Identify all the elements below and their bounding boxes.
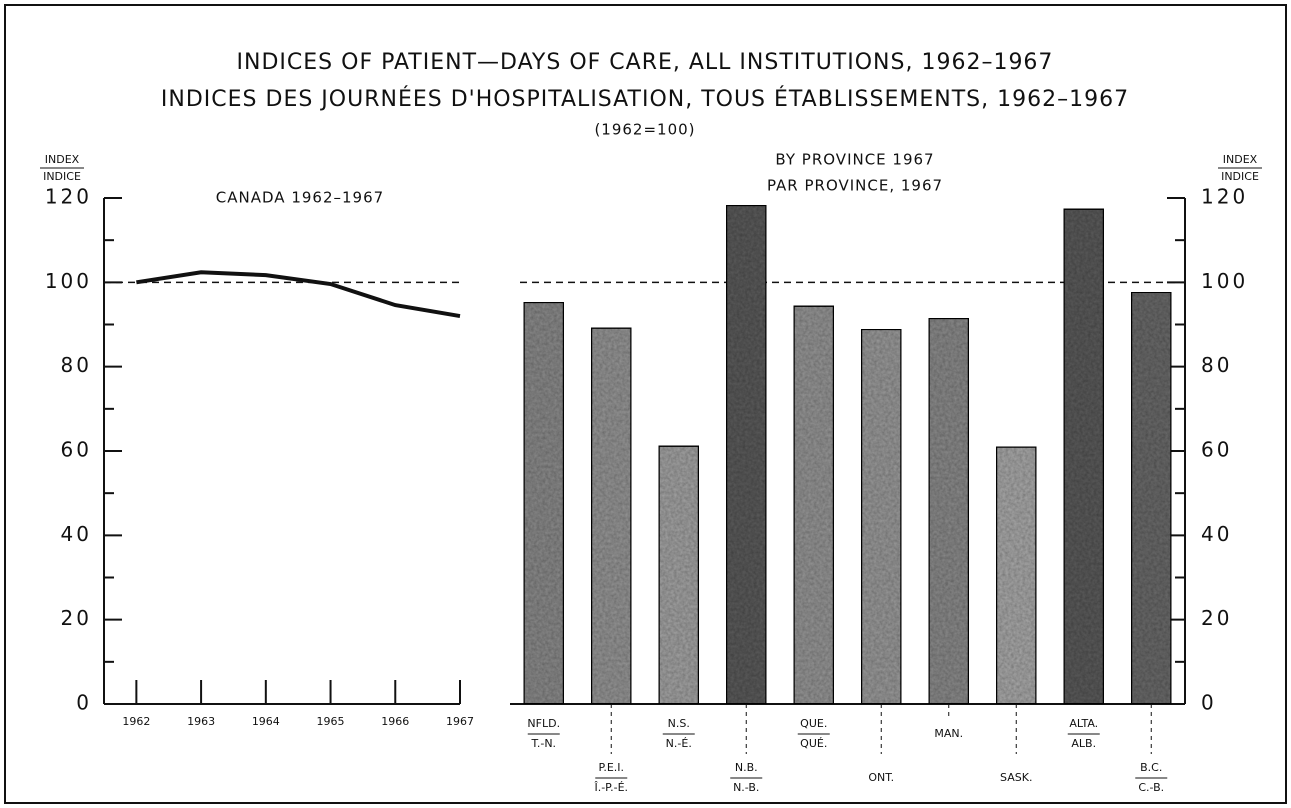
- x-category-label: N.-É.: [666, 737, 692, 750]
- x-category-label: N.S.: [668, 717, 690, 730]
- y-label: INDEX: [45, 153, 80, 166]
- bar: [1130, 291, 1173, 705]
- x-category-label: QUE.: [800, 717, 827, 730]
- x-tick-label: 1962: [122, 715, 150, 728]
- x-category-label: ALB.: [1071, 737, 1096, 750]
- y-label: INDEX: [1223, 153, 1258, 166]
- x-category-label: B.C.: [1140, 761, 1162, 774]
- x-category-label: C.-B.: [1138, 781, 1164, 794]
- y-tick-label: 100: [45, 269, 92, 293]
- bar: [995, 445, 1038, 705]
- x-category-label: ONT.: [868, 771, 894, 784]
- x-category-label: N.-B.: [733, 781, 759, 794]
- y-label: INDICE: [1221, 170, 1259, 183]
- x-tick-label: 1966: [381, 715, 409, 728]
- title-fr: INDICES DES JOURNÉES D'HOSPITALISATION, …: [161, 86, 1129, 112]
- x-category-label: SASK.: [1000, 771, 1032, 784]
- x-tick-label: 1965: [317, 715, 345, 728]
- y-tick-label: 60: [1201, 438, 1232, 462]
- x-category-label: P.E.I.: [598, 761, 624, 774]
- y-tick-label: 20: [1201, 606, 1232, 630]
- title-en: INDICES OF PATIENT—DAYS OF CARE, ALL INS…: [237, 50, 1054, 75]
- subchart-title: PAR PROVINCE, 1967: [767, 177, 943, 195]
- line-series: [136, 270, 461, 319]
- bar: [860, 328, 903, 705]
- y-label: INDICE: [43, 170, 81, 183]
- bar: [657, 444, 700, 705]
- bar: [522, 301, 565, 705]
- x-tick-label: 1964: [252, 715, 280, 728]
- base-note: (1962=100): [594, 121, 695, 139]
- y-tick-label: 40: [1201, 522, 1232, 546]
- x-category-label: QUÉ.: [800, 737, 827, 750]
- x-category-label: NFLD.: [527, 717, 560, 730]
- y-tick-label: 120: [45, 185, 92, 209]
- x-category-label: MAN.: [934, 727, 963, 740]
- y-tick-label: 0: [76, 691, 92, 715]
- x-tick-label: 1967: [446, 715, 474, 728]
- y-tick-label: 80: [1201, 353, 1232, 377]
- y-tick-label: 60: [61, 438, 92, 462]
- frame: [4, 4, 1287, 804]
- bar: [792, 304, 835, 705]
- y-tick-label: 100: [1201, 269, 1248, 293]
- bar: [590, 326, 633, 705]
- subchart-title: CANADA 1962–1967: [216, 189, 384, 207]
- x-category-label: ALTA.: [1069, 717, 1098, 730]
- x-category-label: T.-N.: [530, 737, 556, 750]
- y-tick-label: 20: [61, 606, 92, 630]
- y-tick-label: 40: [61, 522, 92, 546]
- subchart-title: BY PROVINCE 1967: [775, 151, 934, 169]
- bar: [1062, 207, 1105, 705]
- x-category-label: N.B.: [735, 761, 758, 774]
- x-tick-label: 1963: [187, 715, 215, 728]
- y-tick-label: 80: [61, 353, 92, 377]
- x-category-label: Î.-P.-É.: [593, 781, 628, 794]
- y-tick-label: 120: [1201, 185, 1248, 209]
- y-tick-label: 0: [1201, 691, 1217, 715]
- bar: [725, 204, 768, 705]
- bar: [927, 317, 970, 705]
